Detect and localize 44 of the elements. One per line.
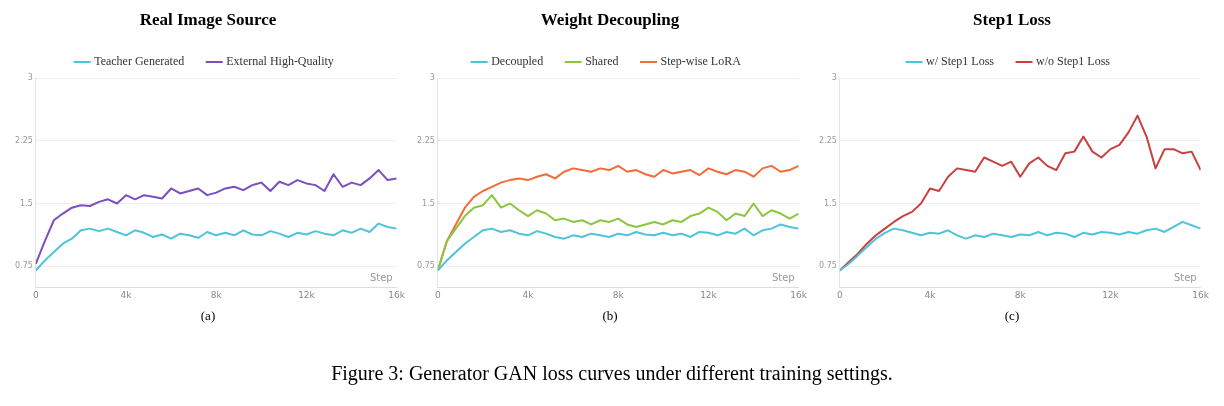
y-tick-label: 3: [831, 73, 837, 83]
chart-title: Step1 Loss: [972, 10, 1052, 31]
legend-label: External High-Quality: [226, 54, 334, 69]
x-tick-label: 0: [836, 289, 843, 300]
x-tick-label: 8k: [612, 289, 625, 300]
x-tick-label: 16k: [388, 289, 406, 300]
x-tick-label: 12k: [1102, 289, 1120, 300]
x-tick-label: 8k: [1014, 289, 1027, 300]
legend-label: Shared: [585, 54, 619, 69]
chart-title: Weight Decoupling: [539, 10, 681, 31]
x-tick-label: 8k: [210, 289, 223, 300]
x-tick-label: 0: [434, 289, 441, 300]
x-tick-label: 4k: [924, 289, 937, 300]
x-axis-title: Step: [771, 271, 795, 283]
x-axis-title: Step: [1173, 271, 1197, 283]
y-tick-label: 2.25: [819, 135, 837, 145]
y-tick-label: 3: [429, 73, 435, 83]
legend-label: w/o Step1 Loss: [1036, 54, 1111, 69]
x-tick-label: 4k: [522, 289, 535, 300]
x-tick-label: 16k: [790, 289, 808, 300]
legend-label: w/ Step1 Loss: [926, 54, 995, 69]
legend-label: Teacher Generated: [94, 54, 185, 69]
text: (b): [601, 308, 619, 324]
y-tick-label: 0.75: [819, 261, 837, 271]
chart-title: Real Image Source: [138, 10, 278, 31]
x-tick-label: 0: [32, 289, 39, 300]
caption: Figure 3: Generator GAN loss curves under different training settings.: [330, 362, 894, 385]
x-tick-label: 16k: [1192, 289, 1210, 300]
text: (a): [199, 308, 217, 324]
x-tick-label: 12k: [700, 289, 718, 300]
legend-label: Step-wise LoRA: [660, 54, 742, 69]
y-tick-label: 3: [27, 73, 33, 83]
x-tick-label: 12k: [298, 289, 316, 300]
y-tick-label: 2.25: [417, 135, 435, 145]
y-tick-label: 0.75: [417, 261, 435, 271]
y-tick-label: 0.75: [15, 261, 33, 271]
x-tick-label: 4k: [120, 289, 133, 300]
y-tick-label: 1.5: [20, 198, 33, 208]
x-axis-title: Step: [369, 271, 393, 283]
text: (c): [1003, 308, 1021, 324]
y-tick-label: 1.5: [824, 198, 837, 208]
y-tick-label: 1.5: [422, 198, 435, 208]
y-tick-label: 2.25: [15, 135, 33, 145]
legend-label: Decoupled: [491, 54, 544, 69]
